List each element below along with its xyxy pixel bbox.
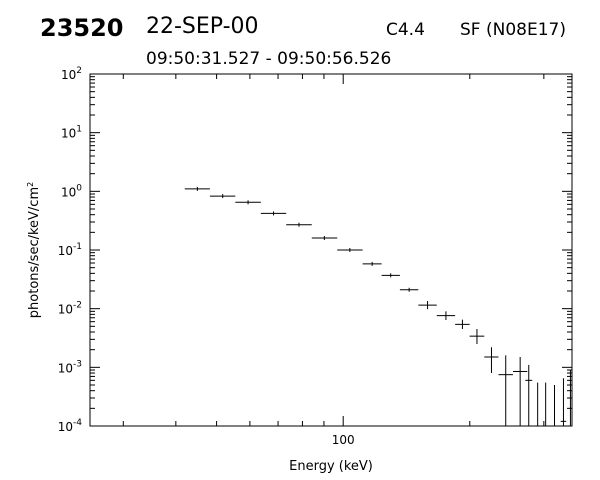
y-tick-label: 102: [61, 66, 82, 82]
x-tick-labels: 100: [332, 433, 355, 447]
x-tick-label: 100: [332, 433, 355, 447]
data-point: [209, 194, 236, 199]
y-tick-label-base: 10: [61, 127, 76, 141]
y-axis-label: photons/sec/keV/cm2: [26, 182, 42, 318]
y-tick-label-exponent: 1: [76, 125, 82, 135]
y-tick-label-base: 10: [58, 420, 73, 434]
x-axis-label: Energy (keV): [289, 459, 373, 474]
data-point: [418, 301, 437, 310]
y-axis-label-text: photons/sec/keV/cm: [27, 187, 42, 318]
data-point: [235, 200, 261, 205]
data-point: [399, 287, 419, 292]
y-tick-label: 10-1: [58, 242, 82, 258]
data-point: [260, 211, 287, 216]
time-range: 09:50:31.527 - 09:50:56.526: [146, 49, 392, 69]
y-tick-label: 10-3: [58, 359, 82, 375]
y-tick-label-exponent: -4: [73, 418, 82, 428]
plot-frame: [89, 73, 573, 427]
data-point: [337, 248, 363, 252]
data-point: [455, 319, 470, 330]
data-point: [311, 236, 338, 241]
data-point: [362, 261, 382, 266]
data-points: [184, 186, 571, 426]
data-point: [512, 357, 528, 426]
data-point: [484, 347, 499, 374]
flare-number: 23520: [40, 14, 124, 42]
y-tick-label-base: 10: [58, 244, 73, 258]
y-axis-label-exponent: 2: [26, 182, 35, 187]
y-tick-label: 100: [61, 183, 82, 199]
axis-ticks: [90, 73, 572, 427]
y-tick-label-base: 10: [61, 185, 76, 199]
y-tick-label-base: 10: [61, 68, 76, 82]
data-point: [525, 364, 533, 426]
flare-date: 22-SEP-00: [146, 14, 259, 39]
y-tick-label-exponent: -2: [73, 301, 82, 311]
y-tick-label-exponent: -3: [73, 359, 82, 369]
data-point: [184, 186, 210, 191]
y-tick-label-exponent: -1: [73, 242, 82, 252]
y-tick-label: 101: [61, 125, 82, 141]
data-point: [286, 222, 312, 227]
y-tick-label-exponent: 0: [76, 183, 82, 193]
y-tick-label-base: 10: [58, 361, 73, 375]
flare-location: SF (N08E17): [460, 20, 566, 40]
data-point: [560, 378, 567, 426]
y-tick-label-base: 10: [58, 303, 73, 317]
data-point: [381, 273, 400, 278]
y-tick-label: 10-2: [58, 301, 82, 317]
y-tick-label: 10-4: [58, 418, 83, 434]
data-point: [469, 329, 485, 344]
y-tick-label-exponent: 2: [76, 66, 82, 76]
data-point: [498, 355, 513, 426]
data-point: [436, 311, 456, 321]
goes-class: C4.4: [386, 20, 425, 40]
